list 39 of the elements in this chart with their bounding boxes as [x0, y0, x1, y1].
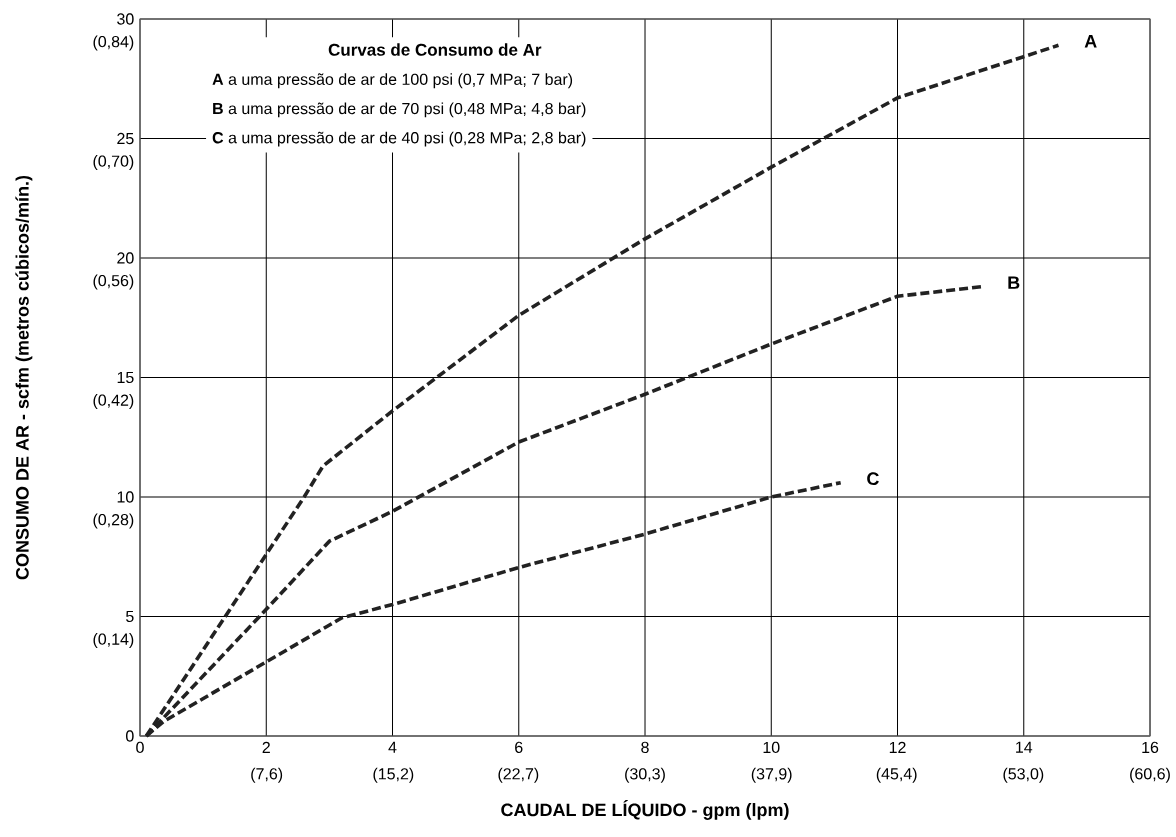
x2-tick-label: (7,6) — [251, 767, 283, 783]
y-tick-label: 25 — [117, 132, 134, 145]
y2-tick-label: (0,70) — [93, 155, 134, 170]
x-tick-label: 4 — [388, 741, 397, 753]
x2-tick-label: (45,4) — [876, 767, 917, 783]
x-tick-label: 10 — [763, 741, 780, 754]
x2-tick-label: (60,6) — [1130, 767, 1170, 783]
annotation: Curvas de Consumo de Ar — [328, 43, 542, 56]
y-tick-label: 20 — [117, 252, 134, 264]
x-tick-label: 16 — [1142, 741, 1159, 754]
y-tick-label: 10 — [117, 491, 134, 503]
annotation: A a uma pressão de ar de 100 psi (0,7 MPa; 7 bar) — [212, 73, 573, 89]
x-tick-label: 6 — [515, 741, 523, 754]
y-tick-label: 0 — [126, 730, 134, 742]
annotation: C a uma pressão de ar de 40 psi (0,28 MPa; 2,8 bar) — [212, 131, 586, 147]
annotation: B a uma pressão de ar de 70 psi (0,48 MPa; 4,8 bar) — [213, 102, 586, 118]
y-tick-label: 30 — [117, 13, 134, 25]
y2-tick-label: (0,28) — [93, 513, 134, 529]
x2-tick-label: (37,9) — [751, 767, 792, 783]
x2-tick-label: (30,3) — [625, 767, 665, 783]
x-tick-label: 14 — [1016, 741, 1033, 753]
series-label: A — [1084, 35, 1097, 48]
x-tick-label: 8 — [641, 741, 649, 754]
x-tick-label: 2 — [262, 741, 270, 753]
x2-tick-label: (53,0) — [1003, 767, 1044, 783]
y2-tick-label: (0,14) — [93, 633, 134, 648]
x2-tick-label: (15,2) — [373, 767, 414, 783]
y2-tick-label: (0,84) — [93, 35, 134, 51]
y2-axis-title: CONSUMO DE AR - scfm (metros cúbicos/mín.) — [15, 175, 33, 580]
y2-tick-label: (0,42) — [93, 394, 134, 409]
x2-tick-label: (22,7) — [498, 767, 539, 783]
x-tick-label: 12 — [889, 741, 906, 753]
x-tick-label: 0 — [136, 741, 144, 754]
y2-tick-label: (0,56) — [93, 274, 134, 290]
y-tick-label: 5 — [126, 610, 134, 623]
series-label: C — [867, 472, 879, 486]
x-axis-title: CAUDAL DE LÍQUIDO - gpm (lpm) — [501, 800, 789, 820]
series-label: B — [1008, 276, 1020, 289]
y-tick-label: 15 — [117, 371, 134, 384]
